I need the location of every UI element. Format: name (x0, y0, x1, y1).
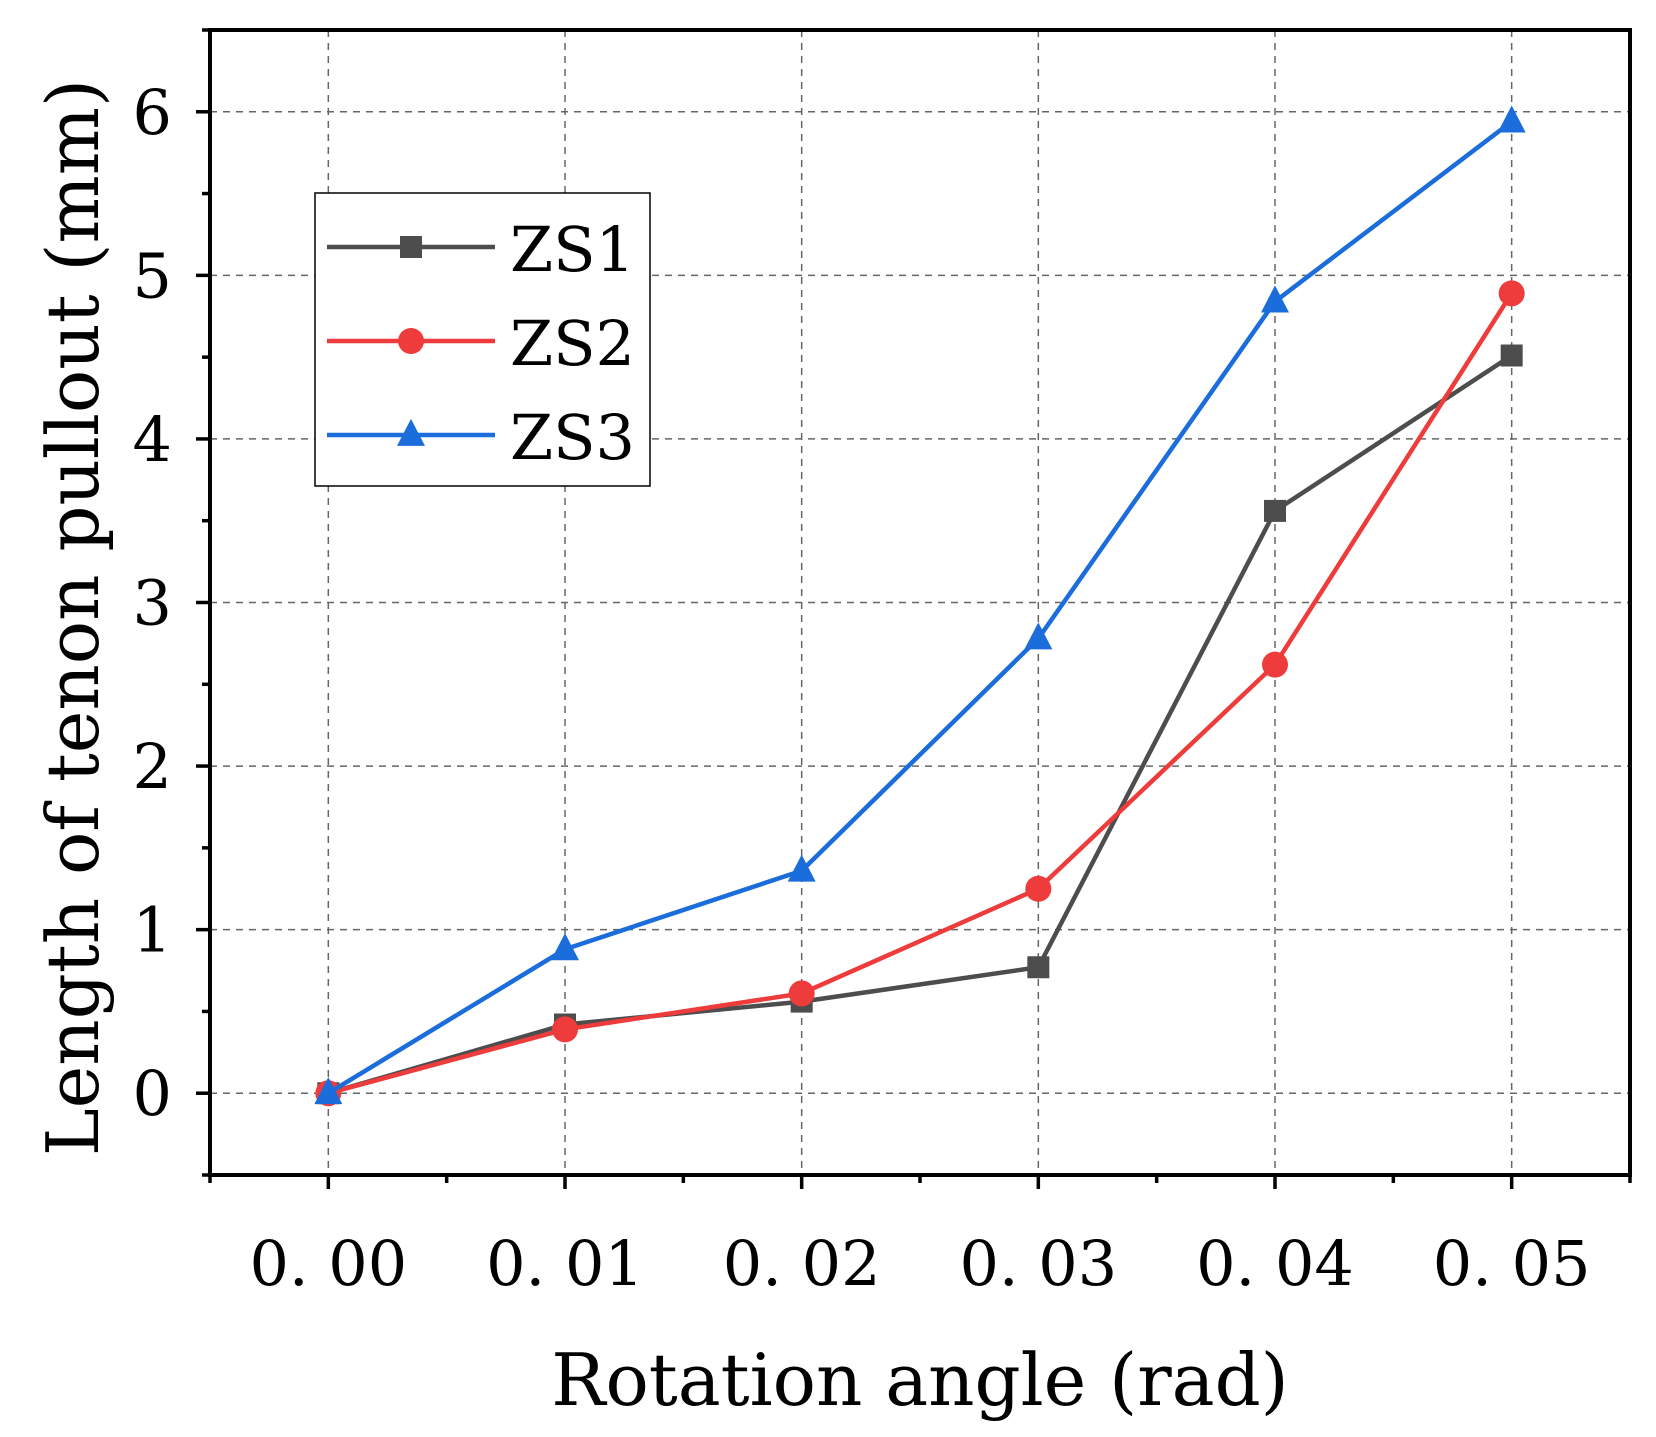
y-tick-label: 3 (133, 567, 172, 640)
x-tick-label: 0. 01 (486, 1227, 644, 1300)
y-axis-title: Length of tenon pullout (mm) (31, 79, 115, 1156)
x-tick-label: 0. 00 (249, 1227, 407, 1300)
legend-marker (398, 328, 424, 354)
data-point-zs1 (1027, 956, 1050, 979)
data-point-zs2 (788, 980, 815, 1007)
y-tick-label: 6 (133, 76, 172, 149)
data-point-zs2 (552, 1016, 578, 1043)
y-tick-label: 0 (133, 1057, 172, 1130)
series-line-zs3 (327, 119, 1514, 1096)
series-line-zs1 (327, 353, 1513, 1096)
legend-label: ZS3 (510, 401, 635, 474)
data-point-zs3 (787, 854, 816, 882)
data-point-zs3 (1497, 105, 1526, 133)
legend-item-zs3: ZS3 (327, 401, 635, 474)
x-tick-label: 0. 04 (1196, 1227, 1354, 1300)
axis-ticks (196, 28, 1632, 1189)
y-tick-label: 2 (133, 730, 172, 803)
legend-label: ZS1 (510, 213, 635, 286)
x-tick-label: 0. 05 (1433, 1227, 1591, 1300)
data-point-zs2 (1262, 651, 1288, 678)
legend-marker (397, 418, 425, 446)
tick-labels: 0. 00 0. 01 0. 02 0. 03 0. 04 0. 05 0 1 2 3 4 5 6 (133, 76, 1591, 1300)
series-layer (314, 105, 1526, 1107)
data-point-zs1 (1500, 344, 1523, 367)
data-point-zs1 (1264, 499, 1286, 522)
series-line-zs2 (327, 292, 1514, 1096)
data-point-zs2 (1498, 280, 1525, 307)
grid-lines (210, 30, 1630, 1175)
y-tick-label: 4 (133, 403, 172, 476)
legend-item-zs1: ZS1 (327, 213, 635, 286)
legend-marker (400, 236, 422, 258)
data-point-zs3 (314, 1077, 343, 1105)
data-point-zs3 (1024, 622, 1053, 650)
y-tick-label: 1 (133, 894, 172, 967)
legend: ZS1 ZS2 ZS3 (314, 192, 651, 487)
legend-item-zs2: ZS2 (327, 307, 635, 380)
series-zs3 (314, 105, 1526, 1105)
y-tick-label: 5 (133, 239, 172, 312)
legend-label: ZS2 (510, 307, 635, 380)
x-axis-title: Rotation angle (rad) (551, 1338, 1289, 1422)
data-point-zs3 (1261, 285, 1289, 313)
data-point-zs2 (1025, 875, 1052, 902)
x-tick-label: 0. 02 (723, 1227, 881, 1300)
x-tick-label: 0. 03 (959, 1227, 1117, 1300)
data-point-zs3 (551, 933, 579, 961)
